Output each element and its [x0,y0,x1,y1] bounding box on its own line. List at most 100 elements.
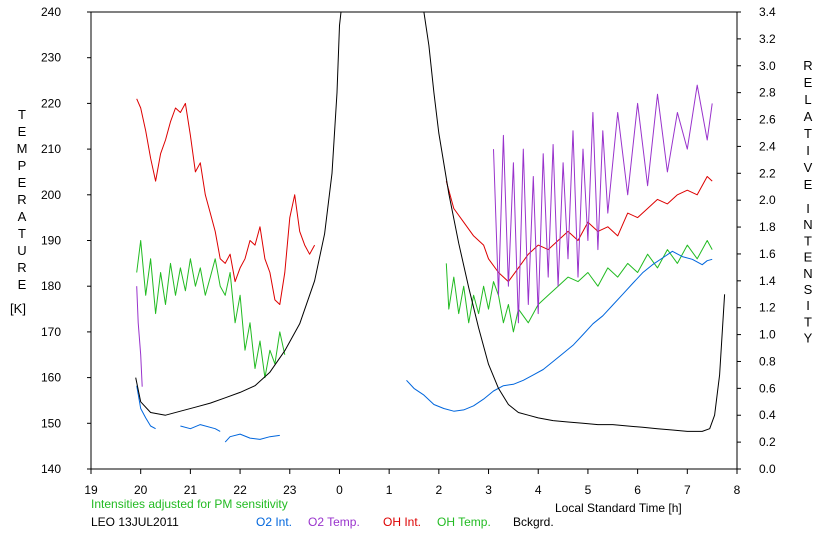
right-tick-label: 3.2 [759,32,776,46]
series-line-o2-int [136,385,156,430]
series-line-oh-int [445,176,713,283]
right-tick-label: 0.6 [759,381,776,395]
x-tick-label: 1 [386,483,393,497]
left-axis-unit: [K] [10,301,26,316]
legend-entry: OH Int. [383,515,421,529]
left-axis-title-letter: T [18,107,26,122]
x-tick-label: 23 [283,483,297,497]
left-axis-title-letter: A [18,209,27,224]
left-axis-title-letter: M [17,141,28,156]
station-date-label: LEO 13JUL2011 [91,515,179,529]
series-line-o2-temp [493,84,713,324]
series-line-bckgrd [135,12,342,416]
x-tick-label: 3 [485,483,492,497]
right-axis-title-letter: E [804,177,813,192]
legend: O2 Int. O2 Temp. OH Int. OH Temp. Bckgrd. [256,515,554,529]
right-axis-title-letter: T [804,233,812,248]
left-axis-title-letter: P [18,158,27,173]
right-tick-label: 3.4 [759,5,776,19]
series-line-oh-temp [445,240,713,333]
right-axis-title-letter: T [804,314,812,329]
right-axis-title-letter: N [803,266,812,281]
right-axis-title-letter: L [804,92,811,107]
x-tick-label: 2 [436,483,443,497]
x-tick-label: 7 [684,483,691,497]
legend-entry: O2 Temp. [308,515,360,529]
left-tick-label: 140 [41,462,61,476]
left-tick-label: 200 [41,188,61,202]
left-tick-label: 150 [41,416,61,430]
right-axis-title-letter: I [806,201,810,216]
x-tick-label: 22 [233,483,247,497]
x-tick-label: 20 [134,483,148,497]
left-axis-title-letter: T [18,226,26,241]
left-tick-label: 180 [41,279,61,293]
right-axis-title-letter: E [804,250,813,265]
series-line-bckgrd [423,12,726,432]
right-tick-label: 1.6 [759,247,776,261]
left-tick-label: 240 [41,5,61,19]
right-axis-title-letter: A [804,109,813,124]
right-tick-label: 1.2 [759,301,776,315]
x-tick-label: 8 [734,483,741,497]
x-tick-label: 19 [84,483,98,497]
right-axis-title-letter: S [804,282,813,297]
x-tick-label: 21 [184,483,198,497]
left-axis-title-letter: U [17,243,26,258]
right-axis: 0.0 0.2 0.4 0.6 0.8 1.0 1.2 1.4 1.6 1.8 2.0 2.2 2.4 2… [737,5,776,476]
left-axis-title-letter: R [17,260,26,275]
left-tick-label: 160 [41,371,61,385]
right-axis-title-letter: R [803,58,812,73]
series-line-oh-int [136,98,316,305]
right-tick-label: 2.6 [759,113,776,127]
right-axis-title-letter: N [803,217,812,232]
right-axis-title-letter: V [804,160,813,175]
series-layer [135,12,726,443]
x-tick-label: 4 [535,483,542,497]
right-axis-title-letter: Y [804,331,813,346]
left-tick-label: 220 [41,96,61,110]
legend-entry: O2 Int. [256,515,292,529]
right-tick-label: 0.0 [759,462,776,476]
left-tick-label: 210 [41,142,61,156]
right-tick-label: 0.2 [759,435,776,449]
x-tick-label: 6 [634,483,641,497]
legend-entry: OH Temp. [437,515,491,529]
right-tick-label: 2.0 [759,193,776,207]
left-tick-label: 190 [41,234,61,248]
left-axis-title-letter: E [18,175,27,190]
pm-sensitivity-note: Intensities adjusted for PM sensitivity [91,497,288,511]
right-tick-label: 0.8 [759,354,776,368]
left-axis: 140 150 160 170 180 190 200 210 220 230 240 [41,5,91,476]
left-tick-label: 170 [41,325,61,339]
series-line-o2-int [224,433,280,443]
right-tick-label: 1.0 [759,328,776,342]
x-axis: 19 20 21 22 23 0 1 2 3 4 5 6 7 8 [84,469,741,497]
right-tick-label: 0.4 [759,408,776,422]
series-line-oh-temp [136,240,286,379]
series-line-o2-int [406,250,713,412]
right-axis-title-letter: E [804,75,813,90]
left-axis-title-letter: R [17,192,26,207]
left-axis-title-letter: E [18,124,27,139]
right-axis-title-letter: I [806,298,810,313]
right-tick-label: 1.4 [759,274,776,288]
right-tick-label: 2.4 [759,139,776,153]
x-tick-label: 0 [336,483,343,497]
right-tick-label: 1.8 [759,220,776,234]
right-axis-title-letter: T [804,126,812,141]
right-tick-label: 2.8 [759,86,776,100]
left-tick-label: 230 [41,51,61,65]
right-tick-label: 2.2 [759,166,776,180]
legend-entry: Bckgrd. [513,515,554,529]
x-tick-label: 5 [585,483,592,497]
x-axis-label: Local Standard Time [h] [555,501,682,515]
series-line-o2-int [180,424,221,432]
right-axis-title-letter: I [806,143,810,158]
series-line-o2-temp [136,286,143,387]
